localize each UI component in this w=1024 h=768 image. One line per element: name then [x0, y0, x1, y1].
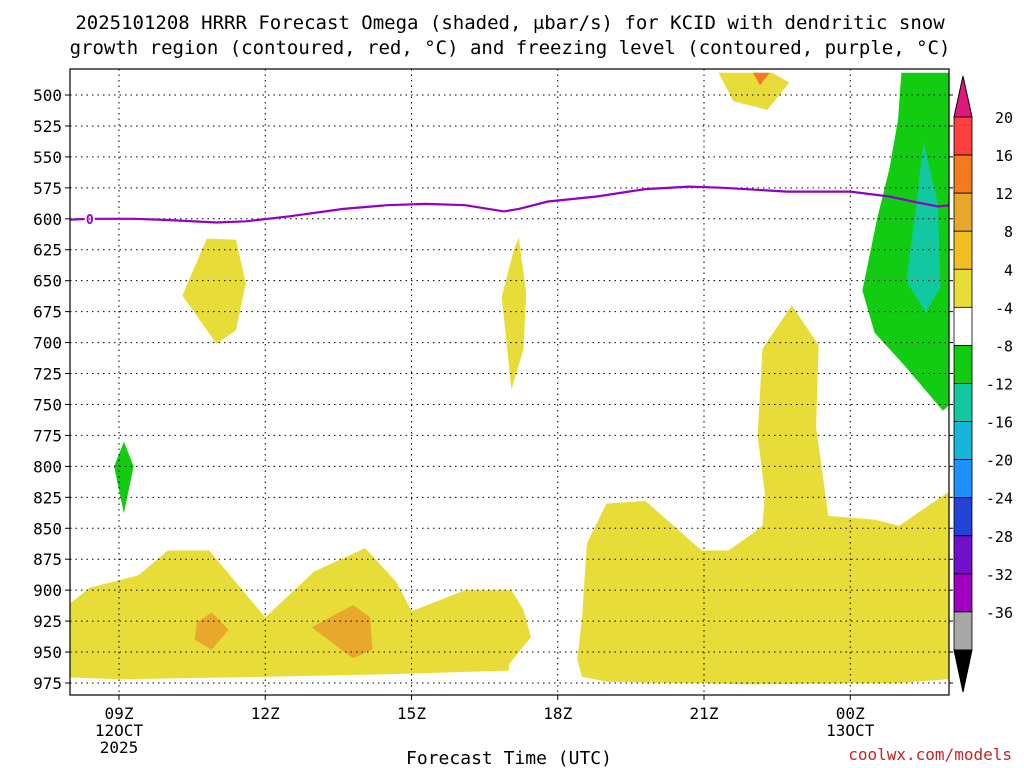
y-tick-label: 825 — [33, 488, 62, 507]
colorbar-swatch — [953, 306, 973, 346]
y-tick-label: 925 — [33, 612, 62, 631]
x-tick-label: 15Z — [397, 704, 426, 723]
y-tick-label: 525 — [33, 117, 62, 136]
plot-frame — [69, 68, 950, 696]
y-tick-label: 875 — [33, 550, 62, 569]
omega-region-8 — [114, 441, 134, 514]
chart-title-line2: growth region (contoured, red, °C) and f… — [70, 37, 951, 59]
colorbar-label: -24 — [986, 490, 1013, 508]
colorbar-label: -12 — [986, 376, 1013, 394]
chart-title-line1: 2025101208 HRRR Forecast Omega (shaded, … — [75, 12, 945, 34]
omega-region-10 — [906, 142, 941, 313]
colorbar-label: -20 — [986, 452, 1013, 470]
y-tick-label: 625 — [33, 241, 62, 260]
omega-region-2 — [311, 605, 373, 659]
x-axis-label: Forecast Time (UTC) — [406, 748, 612, 768]
x-tick-label: 21Z — [690, 704, 719, 723]
x-tick-label: 18Z — [543, 704, 572, 723]
colorbar-swatch — [953, 535, 973, 575]
x-tick-label: 13OCT — [826, 721, 875, 740]
omega-region-9 — [862, 72, 949, 411]
colorbar-label: 20 — [995, 109, 1013, 127]
colorbar-swatch — [953, 573, 973, 613]
y-tick-label: 550 — [33, 148, 62, 167]
y-tick-label: 800 — [33, 457, 62, 476]
freezing-level-label-bg — [84, 211, 95, 226]
colorbar-swatch — [953, 459, 973, 499]
y-tick-label: 750 — [33, 395, 62, 414]
x-tick-label: 09Z — [105, 704, 134, 723]
colorbar-label: -32 — [986, 566, 1013, 584]
colorbar-swatch — [953, 154, 973, 194]
y-tick-label: 675 — [33, 303, 62, 322]
colorbar-swatch — [953, 383, 973, 422]
colorbar-label: -4 — [995, 299, 1013, 317]
x-tick-label: 00Z — [836, 704, 865, 723]
colorbar-label: -8 — [995, 337, 1013, 355]
colorbar-label: -36 — [986, 604, 1013, 622]
freezing-level-label: 0 — [86, 213, 94, 228]
x-tick-label: 12OCT — [95, 721, 144, 740]
colorbar-label: -16 — [986, 414, 1013, 432]
omega-region-1 — [194, 612, 229, 650]
x-tick-label: 12Z — [251, 704, 280, 723]
y-tick-label: 700 — [33, 334, 62, 353]
colorbar-swatch — [953, 192, 973, 232]
colorbar-swatch — [953, 421, 973, 461]
watermark: coolwx.com/models — [848, 745, 1012, 764]
y-tick-label: 500 — [33, 86, 62, 105]
colorbar-label: 16 — [995, 147, 1013, 165]
y-tick-label: 775 — [33, 426, 62, 445]
y-tick-label: 575 — [33, 179, 62, 198]
y-tick-label: 650 — [33, 272, 62, 291]
omega-region-3 — [577, 305, 949, 685]
y-axis: 500 525 550 575 600 625 650 675 700 725 750 775 800 8… — [33, 86, 953, 693]
y-tick-label: 950 — [33, 643, 62, 662]
colorbar-under-triangle — [953, 649, 973, 693]
omega-region-6 — [718, 72, 790, 110]
ground-band — [31, 694, 1024, 714]
colorbar-swatch — [953, 116, 973, 156]
colorbar-label: 4 — [1004, 261, 1013, 279]
colorbar: 20 16 12 8 4 -4 -8 -12 -16 -20 -24 -28 -32 -36 — [953, 75, 1013, 693]
colorbar-over-triangle — [953, 75, 973, 118]
colorbar-swatch — [953, 497, 973, 537]
omega-region-0 — [70, 548, 531, 680]
y-tick-label: 725 — [33, 365, 62, 384]
colorbar-swatch — [953, 230, 973, 270]
plot-area: 0 — [31, 68, 1024, 714]
y-tick-label: 975 — [33, 674, 62, 693]
omega-region-7 — [752, 72, 770, 86]
colorbar-label: 12 — [995, 185, 1013, 203]
omega-region-4 — [182, 238, 246, 344]
freezing-level-line — [70, 185, 949, 224]
colorbar-swatch — [953, 611, 973, 651]
x-tick-label: 2025 — [100, 738, 139, 757]
colorbar-label: -28 — [986, 528, 1013, 546]
colorbar-swatch — [953, 268, 973, 308]
omega-region-5 — [501, 237, 527, 390]
y-tick-label: 600 — [33, 210, 62, 229]
y-tick-label: 850 — [33, 519, 62, 538]
colorbar-swatch — [953, 345, 973, 384]
colorbar-label: 8 — [1004, 223, 1013, 241]
y-tick-label: 900 — [33, 581, 62, 600]
